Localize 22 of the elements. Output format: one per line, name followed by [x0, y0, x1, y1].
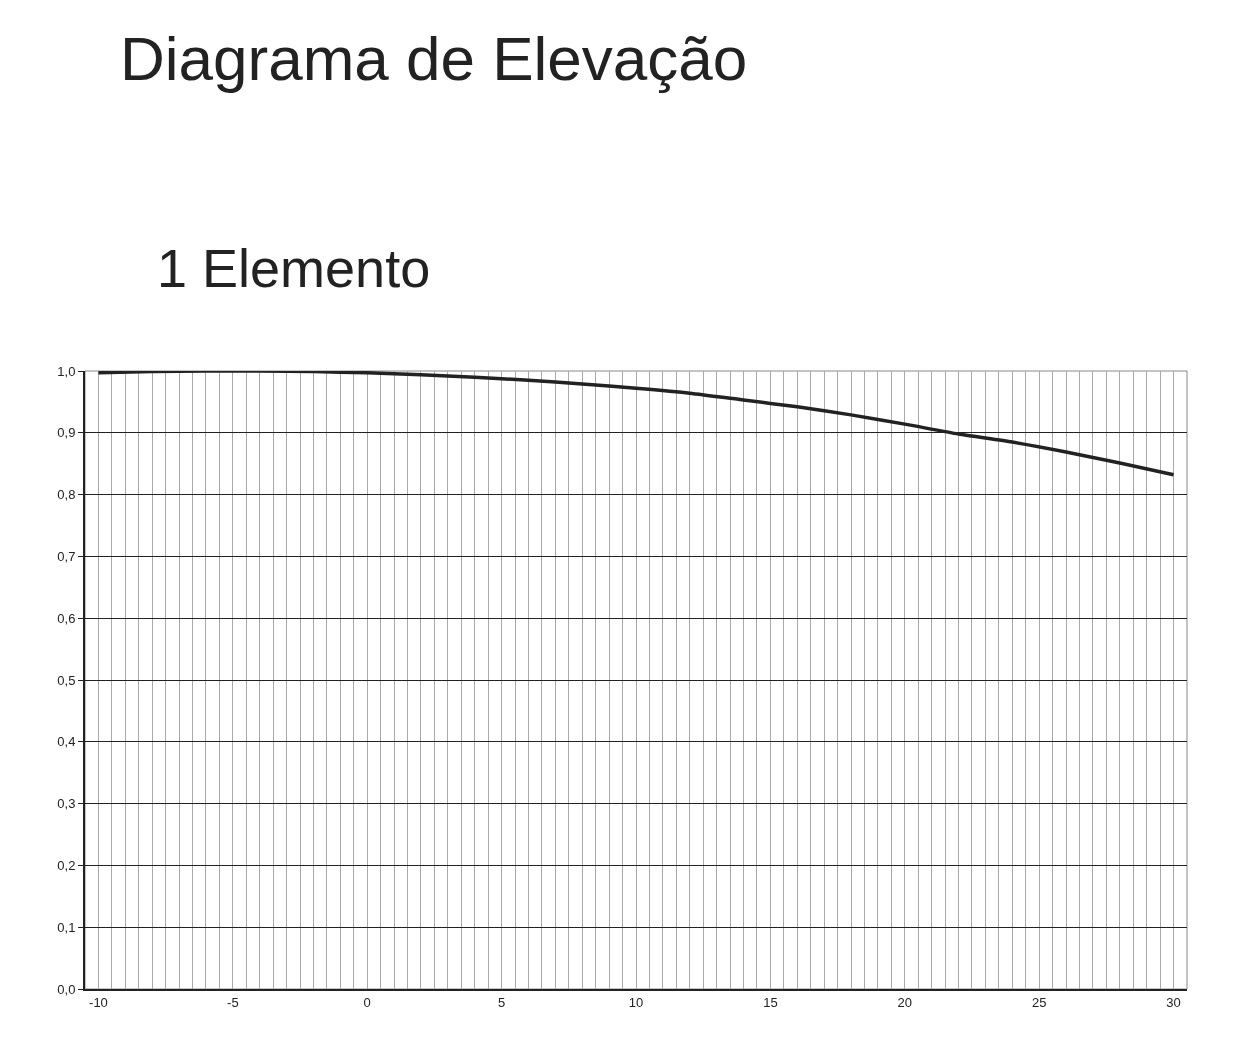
chart-subtitle: 1 Elemento [157, 238, 431, 298]
y-tick-label: 0,7 [57, 548, 76, 564]
y-tick-label: 0,4 [57, 734, 76, 750]
x-tick-label: 15 [763, 994, 778, 1010]
y-tick-label: 0,1 [57, 919, 76, 935]
x-tick-label: 30 [1166, 994, 1181, 1010]
chart-title: Diagrama de Elevação [120, 23, 748, 93]
x-tick-label: 20 [897, 994, 913, 1010]
x-tick-label: 5 [497, 994, 506, 1010]
y-tick-label: 0,9 [57, 425, 76, 441]
x-tick-label: 10 [628, 994, 644, 1010]
y-tick-label: 0,0 [57, 981, 76, 997]
y-tick-label: 0,3 [57, 796, 76, 812]
y-tick-label: 0,6 [57, 610, 76, 626]
x-tick-label: 0 [363, 994, 371, 1010]
y-tick-label: 0,5 [57, 672, 76, 688]
x-tick-label: -5 [227, 994, 239, 1010]
x-tick-label: -10 [89, 994, 108, 1010]
y-tick-label: 1,0 [57, 363, 76, 379]
y-tick-label: 0,8 [57, 487, 76, 503]
x-tick-label: 25 [1031, 994, 1047, 1010]
y-tick-label: 0,2 [57, 857, 76, 873]
